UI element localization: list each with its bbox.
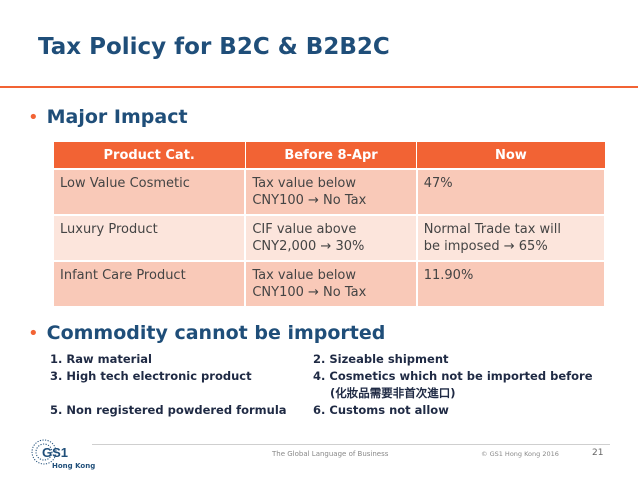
cell-line: 11.90% bbox=[423, 268, 474, 283]
cell-line: 47% bbox=[423, 176, 453, 191]
cell-line: be imposed → 65% bbox=[423, 239, 548, 254]
footer-copyright: © GS1 Hong Kong 2016 bbox=[481, 450, 559, 458]
cell-now: 11.90% bbox=[415, 260, 607, 308]
impact-table: Product Cat. Before 8-Apr Now Low Value … bbox=[51, 141, 607, 308]
cell-line: CIF value above bbox=[252, 222, 357, 237]
footer-divider bbox=[92, 444, 610, 445]
page-number: 21 bbox=[592, 448, 604, 458]
list-item: 2. Sizeable shipment bbox=[313, 352, 449, 366]
slide-title: Tax Policy for B2C & B2B2C bbox=[38, 34, 390, 60]
bullet-dot-icon: • bbox=[28, 322, 39, 344]
cell-line: Normal Trade tax will bbox=[423, 222, 561, 237]
cell-before: Tax value below CNY100 → No Tax bbox=[244, 260, 418, 308]
list-item: 4. Cosmetics which not be imported befor… bbox=[313, 369, 593, 383]
table-row: Low Value Cosmetic Tax value below CNY100… bbox=[51, 168, 607, 216]
cell-category: Infant Care Product bbox=[51, 260, 247, 308]
cell-line: Tax value below bbox=[252, 268, 357, 283]
title-divider bbox=[0, 86, 638, 88]
logo-subtitle: Hong Kong bbox=[52, 462, 96, 470]
header-before: Before 8-Apr bbox=[244, 141, 418, 170]
cell-category: Luxury Product bbox=[51, 214, 247, 262]
list-item: 5. Non registered powdered formula bbox=[50, 403, 287, 417]
list-item-continued: (化妝品需要非首次進口) bbox=[330, 386, 456, 400]
cell-now: Normal Trade tax will be imposed → 65% bbox=[415, 214, 607, 262]
cell-category: Low Value Cosmetic bbox=[51, 168, 247, 216]
table-row: Infant Care Product Tax value below CNY10… bbox=[51, 260, 607, 308]
cell-line: CNY100 → No Tax bbox=[252, 193, 367, 208]
table-row: Luxury Product CIF value above CNY2,000 →… bbox=[51, 214, 607, 262]
bullet-commodity: • Commodity cannot be imported bbox=[28, 322, 385, 344]
header-product-cat: Product Cat. bbox=[52, 141, 246, 170]
list-item: 6. Customs not allow bbox=[313, 403, 449, 417]
gs1-logo: GS1 bbox=[31, 439, 68, 465]
bullet-major-impact: • Major Impact bbox=[28, 106, 188, 128]
cell-now: 47% bbox=[415, 168, 607, 216]
footer-tagline: The Global Language of Business bbox=[272, 450, 389, 458]
logo-text: GS1 bbox=[42, 445, 68, 460]
cell-before: Tax value below CNY100 → No Tax bbox=[244, 168, 418, 216]
cell-before: CIF value above CNY2,000 → 30% bbox=[244, 214, 418, 262]
cell-line: Tax value below bbox=[252, 176, 357, 191]
bullet-label: Major Impact bbox=[46, 106, 188, 128]
table-header-row: Product Cat. Before 8-Apr Now bbox=[52, 141, 606, 170]
cell-line: CNY2,000 → 30% bbox=[252, 239, 365, 254]
header-now: Now bbox=[416, 141, 606, 170]
list-item: 1. Raw material bbox=[50, 352, 152, 366]
bullet-label: Commodity cannot be imported bbox=[46, 322, 386, 344]
cell-line: CNY100 → No Tax bbox=[252, 285, 367, 300]
list-item: 3. High tech electronic product bbox=[50, 369, 252, 383]
bullet-dot-icon: • bbox=[28, 106, 39, 128]
